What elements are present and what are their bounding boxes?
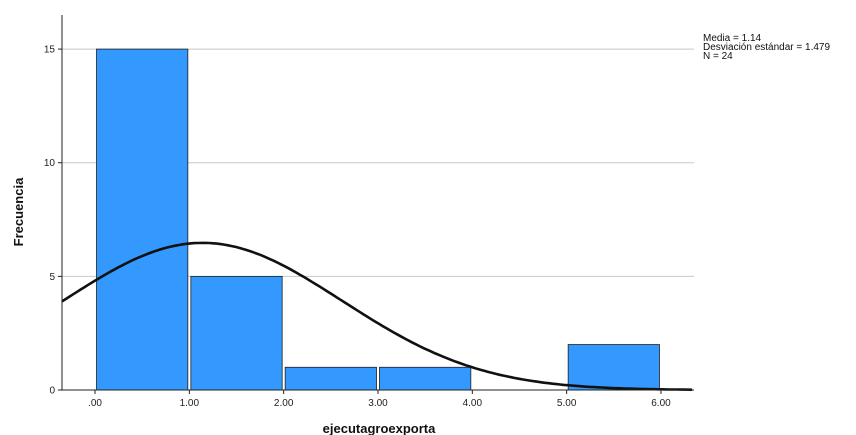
axes	[58, 15, 694, 394]
histogram-bar-1	[190, 275, 283, 391]
x-tick-label-0: .00	[88, 398, 102, 409]
histogram-bar-2	[284, 366, 377, 391]
stats-n: N = 24	[703, 51, 733, 62]
tick-labels: 0 5 10 15 .00 1.00 2.00 3.00 4.00 5.00 6.00	[44, 45, 671, 409]
x-tick-label-5: 5.00	[557, 398, 577, 409]
histogram-bar-3	[379, 366, 472, 391]
y-tick-label-10: 10	[44, 158, 56, 169]
normal-curve-line	[61, 241, 693, 392]
x-axis-title: ejecutagroexporta	[323, 421, 436, 435]
x-tick-label-2: 2.00	[274, 398, 294, 409]
y-tick-label-15: 15	[44, 45, 56, 56]
histogram-bar-0	[96, 48, 189, 391]
histogram-bar-5	[567, 344, 660, 391]
x-tick-label-1: 1.00	[180, 398, 200, 409]
histogram-bars	[96, 48, 660, 391]
x-tick-label-4: 4.00	[463, 398, 483, 409]
y-tick-label-5: 5	[49, 272, 55, 283]
stats-sd: Desviación estándar = 1.479	[703, 42, 830, 53]
x-tick-label-3: 3.00	[368, 398, 388, 409]
stats-box: Media = 1.14 Desviación estándar = 1.479…	[703, 33, 830, 62]
x-tick-label-6: 6.00	[651, 398, 671, 409]
y-axis-title: Frecuencia	[11, 177, 26, 246]
y-tick-label-0: 0	[49, 386, 55, 397]
stats-mean: Media = 1.14	[703, 33, 762, 44]
normal-curve	[61, 241, 693, 392]
